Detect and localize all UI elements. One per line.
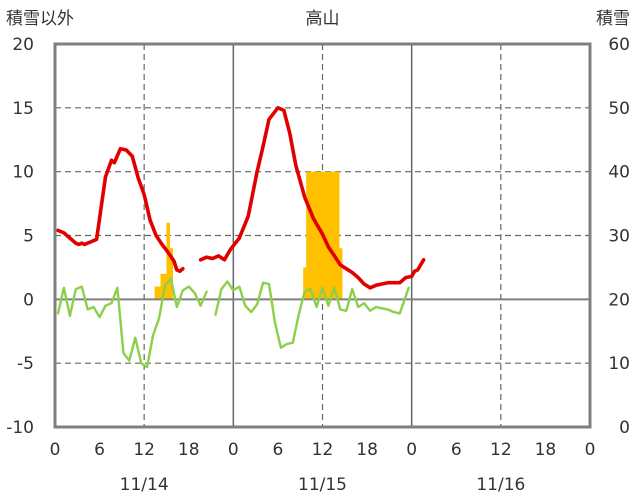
- snow-bar: [157, 286, 162, 300]
- snow-bar: [329, 171, 334, 300]
- left-tick-label: 5: [23, 227, 34, 247]
- snow-bar: [312, 171, 316, 300]
- x-axis-hour-ticks: 0 6 12 18 0 6 12 18 0 6 12 18 0: [50, 440, 596, 460]
- left-tick-label: 15: [12, 99, 34, 119]
- x-tick-label: 6: [451, 440, 462, 460]
- right-axis-label: 積雪: [596, 9, 630, 29]
- left-tick-label: 0: [23, 290, 34, 310]
- x-tick-label: 12: [490, 440, 512, 460]
- x-tick-label: 0: [50, 440, 61, 460]
- right-tick-label: 40: [608, 163, 630, 183]
- series-line: [56, 146, 185, 274]
- snow-bar: [154, 286, 159, 300]
- snow-bar: [303, 267, 307, 300]
- x-tick-label: 0: [406, 440, 417, 460]
- snow-bar: [326, 171, 331, 300]
- x-tick-label: 12: [133, 440, 155, 460]
- right-axis-ticks: 60 50 40 30 20 10 0: [608, 35, 630, 438]
- left-tick-label: -10: [6, 418, 34, 438]
- right-tick-label: 0: [619, 418, 630, 438]
- x-tick-label: 0: [228, 440, 239, 460]
- snow-bar: [332, 171, 337, 300]
- series-line: [214, 280, 410, 349]
- x-axis-date-labels: 11/14 11/15 11/16: [120, 475, 526, 495]
- x-tick-label: 18: [535, 440, 557, 460]
- snow-bar: [338, 248, 343, 300]
- snow-bar: [323, 171, 328, 300]
- x-tick-label: 18: [356, 440, 378, 460]
- left-tick-label: -5: [17, 354, 34, 374]
- right-tick-label: 50: [608, 99, 630, 119]
- x-date-label: 11/16: [476, 475, 525, 495]
- x-tick-label: 6: [273, 440, 284, 460]
- x-tick-label: 0: [585, 440, 596, 460]
- snow-bar: [318, 171, 322, 300]
- x-date-label: 11/14: [120, 475, 169, 495]
- snow-bar: [306, 171, 310, 300]
- snow-bar: [309, 171, 313, 300]
- x-tick-label: 6: [94, 440, 105, 460]
- snow-bar: [315, 171, 319, 300]
- left-tick-label: 20: [12, 35, 34, 55]
- x-tick-label: 12: [312, 440, 334, 460]
- chart-title: 高山: [306, 9, 340, 29]
- left-axis-label: 積雪以外: [6, 9, 74, 29]
- right-tick-label: 20: [608, 290, 630, 310]
- snow-bar: [335, 171, 340, 300]
- right-tick-label: 60: [608, 35, 630, 55]
- right-tick-label: 10: [608, 354, 630, 374]
- series-line: [198, 106, 426, 290]
- right-tick-label: 30: [608, 227, 630, 247]
- x-date-label: 11/15: [298, 475, 347, 495]
- snow-bar: [160, 273, 165, 300]
- x-tick-label: 18: [178, 440, 200, 460]
- snow-bar: [166, 222, 171, 300]
- snow-bar: [169, 248, 174, 300]
- series-line: [56, 277, 208, 369]
- plot-frame: [53, 42, 592, 429]
- series-lines: [56, 106, 426, 429]
- left-axis-ticks: 20 15 10 5 0 -5 -10: [6, 35, 34, 438]
- left-tick-label: 10: [12, 163, 34, 183]
